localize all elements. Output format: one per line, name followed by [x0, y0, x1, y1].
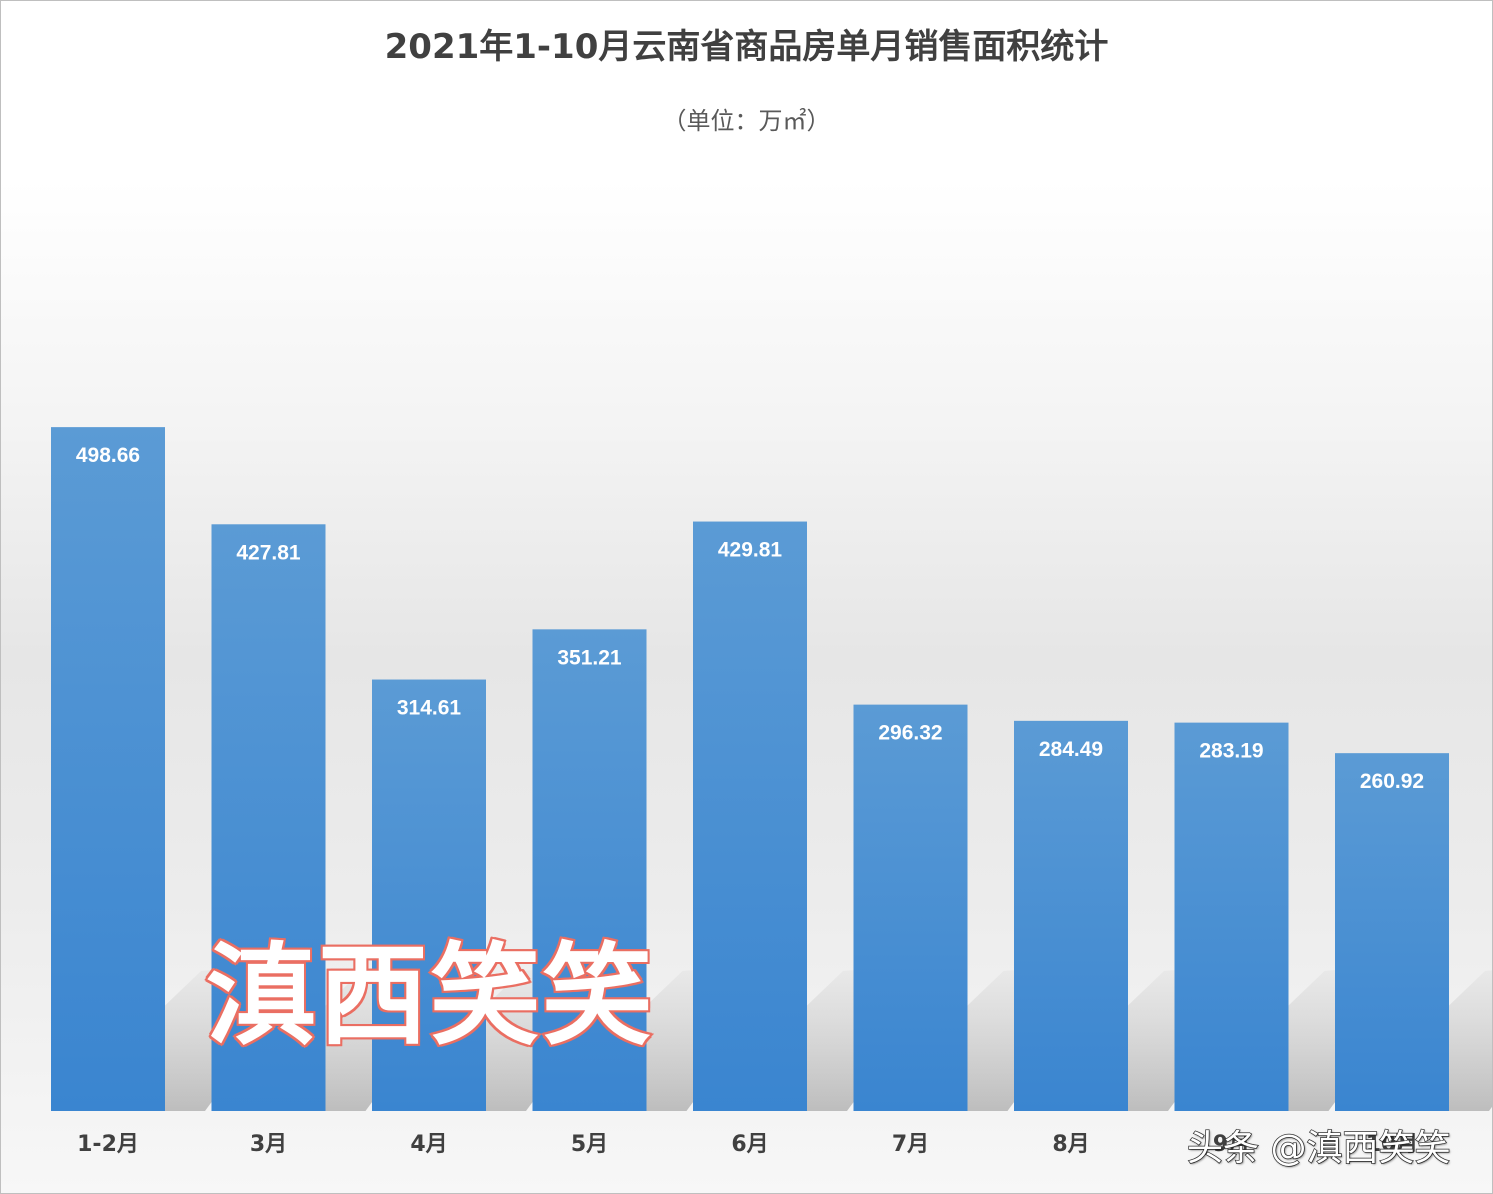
- bar: [51, 427, 165, 1112]
- category-labels: 1-2月 3月 4月 5月 6月 7月 8月 9月 10月: [77, 1132, 1418, 1157]
- category-label: 8月: [1052, 1132, 1089, 1157]
- bar: [532, 629, 647, 1111]
- bar-value-label: 429.81: [718, 539, 783, 562]
- category-label: 1-2月: [77, 1132, 139, 1157]
- chart-subtitle: （单位：万㎡）: [662, 107, 831, 135]
- bar-value-label: 296.32: [878, 722, 942, 745]
- bar-value-label: 283.19: [1199, 740, 1263, 763]
- category-label: 5月: [571, 1132, 608, 1157]
- chart-title: 2021年1-10月云南省商品房单月销售面积统计: [384, 27, 1109, 67]
- bar-value-label: 351.21: [557, 646, 622, 669]
- category-label: 10月: [1366, 1132, 1419, 1157]
- bars: [51, 427, 1449, 1112]
- bar: [372, 679, 486, 1111]
- category-label: 7月: [892, 1132, 929, 1157]
- bar-value-label: 284.49: [1039, 738, 1103, 761]
- value-labels: 498.66 427.81 314.61 351.21 429.81 296.32 284.…: [76, 444, 1424, 793]
- bar-value-label: 314.61: [397, 697, 462, 720]
- bar: [1014, 720, 1128, 1111]
- bar: [1335, 753, 1449, 1111]
- bar: [1174, 722, 1289, 1111]
- bar-value-label: 260.92: [1360, 770, 1424, 793]
- category-label: 3月: [250, 1132, 287, 1157]
- watermark-corner: 头条 @滇西笑笑: [1186, 1127, 1451, 1170]
- bar: [853, 704, 968, 1111]
- category-label: 9月: [1213, 1132, 1250, 1157]
- category-label: 6月: [731, 1132, 768, 1157]
- bar-value-label: 427.81: [236, 541, 301, 564]
- bar-value-label: 498.66: [76, 444, 140, 467]
- bar: [693, 521, 807, 1111]
- watermark-center: 滇西笑笑: [204, 930, 654, 1062]
- bar: [211, 524, 326, 1111]
- category-label: 4月: [410, 1132, 447, 1157]
